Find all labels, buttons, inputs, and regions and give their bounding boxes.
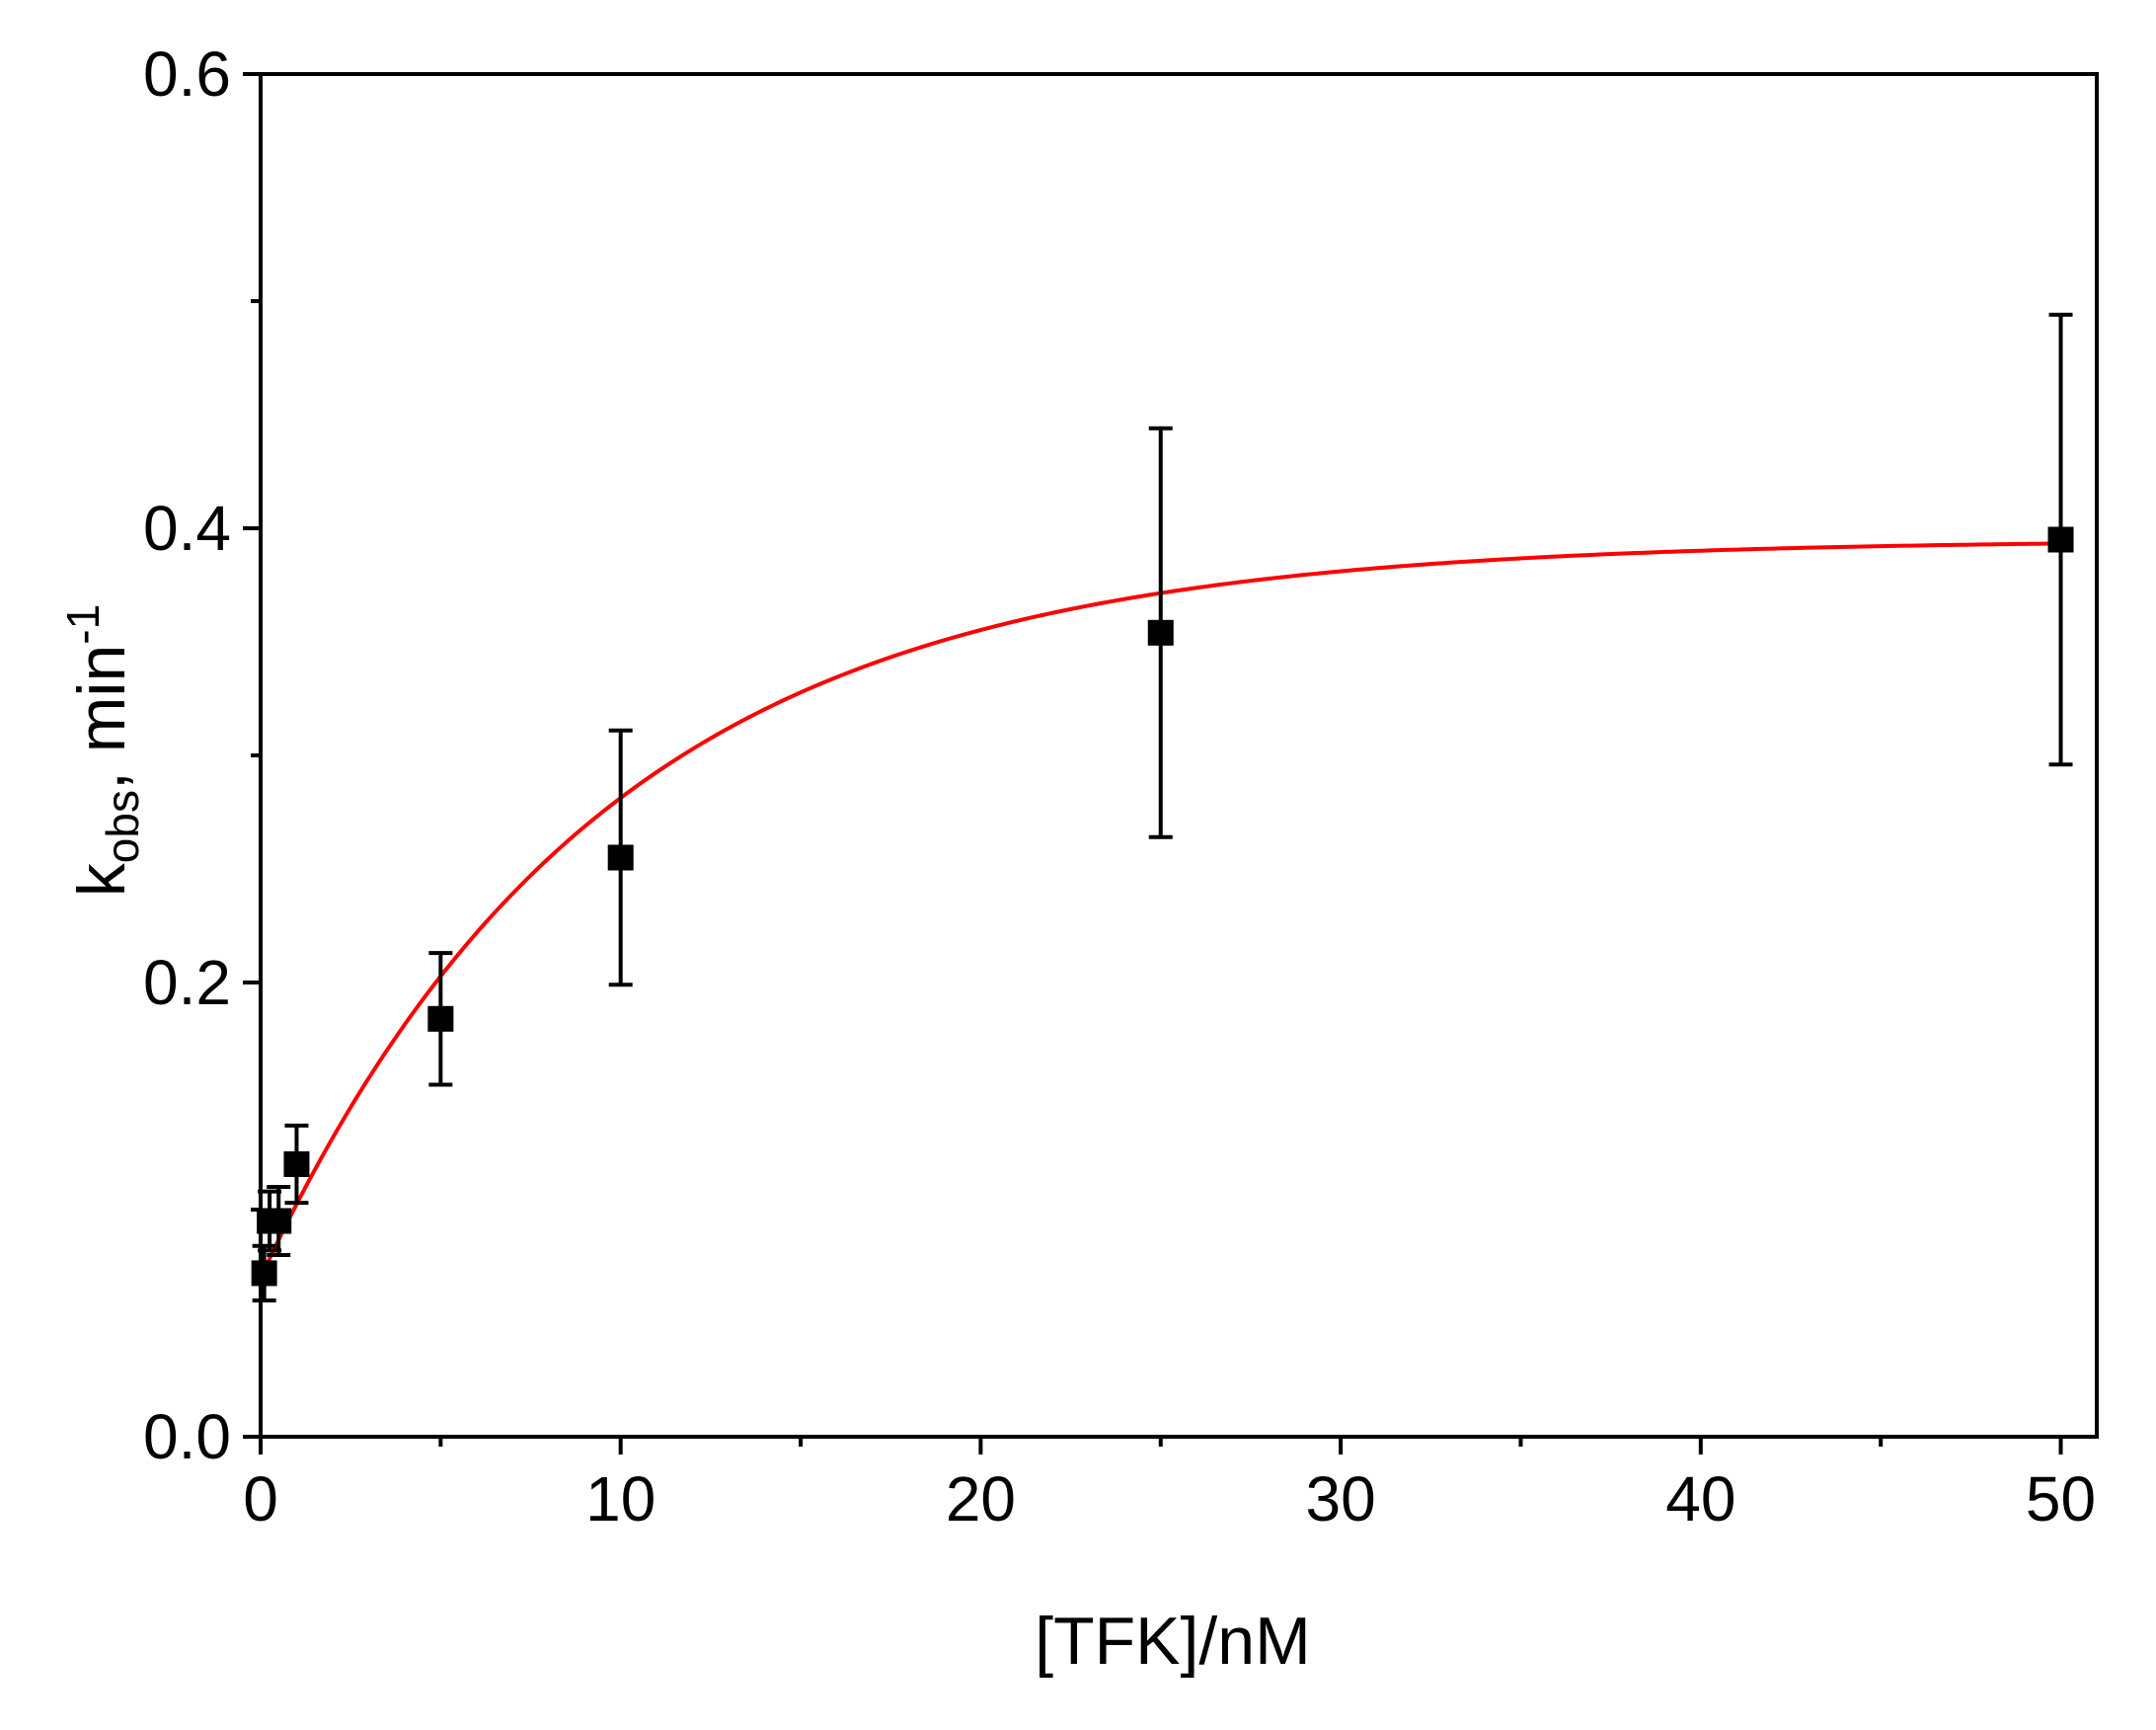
y-axis-title-suffix: , min — [64, 645, 139, 790]
y-axis-title-main: k — [64, 862, 139, 897]
plot-frame — [259, 72, 2099, 1439]
y-axis-ticks — [243, 72, 261, 1439]
data-point — [2047, 526, 2074, 553]
x-tick-label: 30 — [1306, 1463, 1376, 1534]
data-point — [266, 1208, 292, 1234]
y-axis-title-subscript: obs — [97, 790, 148, 863]
x-tick-label: 50 — [2026, 1463, 2096, 1534]
x-tick-label: 0 — [243, 1463, 278, 1534]
data-point — [607, 844, 634, 871]
x-axis-ticks — [259, 1437, 2063, 1455]
x-tick-label: 10 — [585, 1463, 655, 1534]
y-tick-label: 0.6 — [143, 39, 231, 110]
data-point — [251, 1260, 277, 1287]
y-tick-label: 0.0 — [143, 1401, 231, 1472]
plot-area-border — [259, 72, 2099, 1439]
data-point — [283, 1151, 310, 1177]
y-axis-title-superscript: -1 — [57, 604, 109, 645]
y-axis-tick-labels: 0.0 0.2 0.4 0.6 — [143, 39, 231, 1472]
y-tick-label: 0.4 — [143, 493, 231, 564]
x-axis-tick-labels: 0 10 20 30 40 50 — [243, 1463, 2096, 1534]
x-tick-label: 20 — [946, 1463, 1016, 1534]
y-axis-title: kobs, min-1 — [57, 604, 148, 897]
x-axis-title: [TFK]/nM — [1035, 1604, 1311, 1679]
data-markers-layer — [251, 526, 2074, 1287]
y-tick-label: 0.2 — [143, 947, 231, 1018]
data-point — [427, 1005, 454, 1032]
x-tick-label: 40 — [1665, 1463, 1735, 1534]
data-point — [1147, 619, 1174, 646]
error-bars-layer — [252, 312, 2073, 1302]
